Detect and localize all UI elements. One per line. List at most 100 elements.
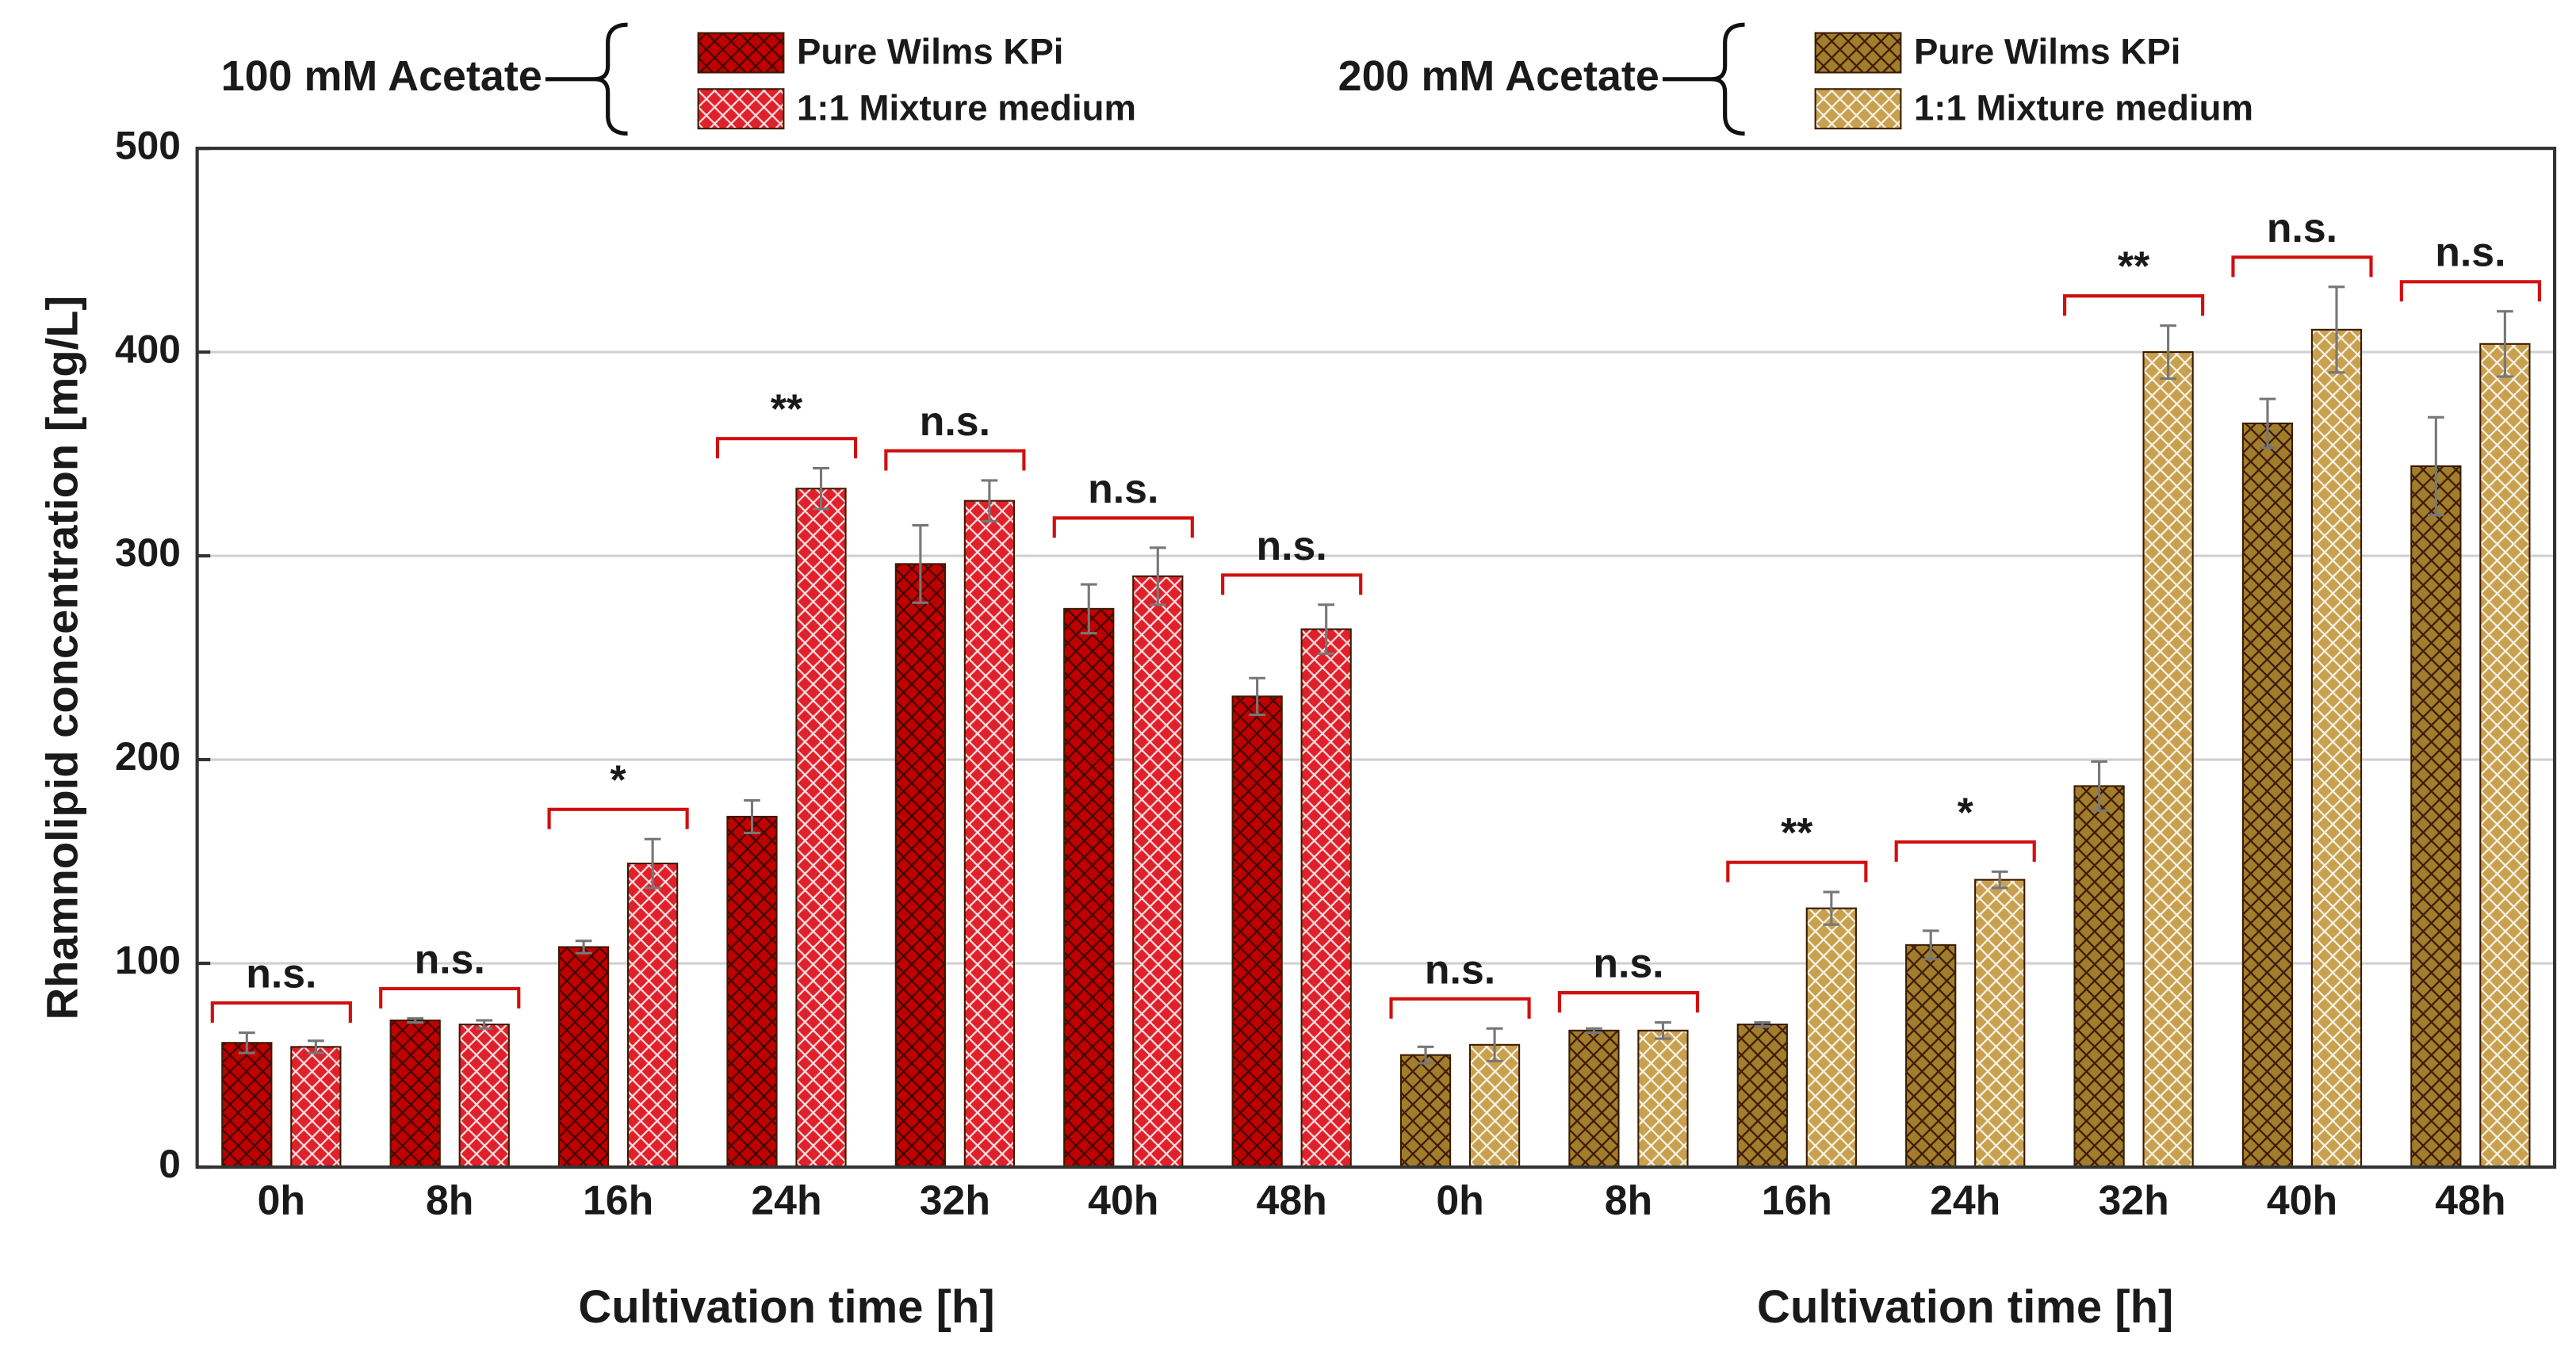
significance-bracket xyxy=(2231,255,2373,278)
legend-brace xyxy=(1662,22,1745,136)
bar xyxy=(627,863,679,1169)
x-tick-label: 40h xyxy=(1088,1177,1158,1223)
error-bar xyxy=(1149,546,1166,607)
y-tick-label: 300 xyxy=(115,530,181,575)
bar xyxy=(221,1042,273,1169)
y-axis-label: Rhamnolipid concentration [mg/L] xyxy=(37,296,87,1020)
bar xyxy=(1568,1029,1620,1169)
bar xyxy=(557,946,610,1169)
significance-bracket xyxy=(1894,840,2036,862)
error-bar xyxy=(2497,310,2513,378)
legend-group-label: 200 mM Acetate xyxy=(1338,52,1659,100)
bar xyxy=(389,1019,441,1169)
significance-bracket xyxy=(2399,280,2541,302)
error-bar xyxy=(476,1019,493,1030)
error-bar xyxy=(2091,760,2107,812)
error-bar xyxy=(813,467,829,511)
x-tick-label: 32h xyxy=(920,1177,990,1223)
significance-label: ** xyxy=(771,386,803,432)
error-bar xyxy=(1080,583,1097,635)
bar xyxy=(1132,575,1184,1169)
legend-label: 1:1 Mixture medium xyxy=(1914,87,2253,128)
legend-label: Pure Wilms KPi xyxy=(797,32,1063,72)
x-axis-label: Cultivation time [h] xyxy=(1757,1281,2173,1333)
y-tick-label: 400 xyxy=(115,327,181,371)
significance-label: * xyxy=(1958,789,1974,835)
bar xyxy=(1399,1054,1452,1169)
legend-brace xyxy=(545,22,628,136)
significance-bracket xyxy=(1389,997,1531,1019)
error-bar xyxy=(1417,1045,1434,1065)
error-bar xyxy=(2427,415,2444,517)
significance-bracket xyxy=(715,437,858,459)
error-bar xyxy=(1318,603,1335,655)
bar xyxy=(1637,1029,1689,1169)
legend-group-label: 100 mM Acetate xyxy=(221,52,542,100)
significance-label: n.s. xyxy=(2435,229,2505,275)
significance-label: * xyxy=(611,756,627,802)
bar xyxy=(894,563,946,1169)
bar xyxy=(1300,628,1352,1169)
error-bar xyxy=(912,523,929,604)
error-bar xyxy=(1586,1027,1602,1034)
bar xyxy=(1805,907,1857,1169)
x-tick-label: 8h xyxy=(426,1177,473,1223)
significance-label: ** xyxy=(2118,243,2150,289)
error-bar xyxy=(744,798,760,835)
bar xyxy=(1063,607,1115,1169)
significance-bracket xyxy=(210,1001,352,1023)
legend-swatch xyxy=(1814,32,1902,74)
y-tick-label: 200 xyxy=(115,734,181,779)
legend-label: 1:1 Mixture medium xyxy=(797,87,1136,128)
significance-bracket xyxy=(379,986,521,1009)
x-tick-label: 24h xyxy=(1930,1177,2000,1223)
bar xyxy=(2241,422,2294,1169)
error-bar xyxy=(2160,324,2176,381)
bar xyxy=(1231,695,1283,1169)
bar xyxy=(458,1024,510,1169)
bar xyxy=(1468,1043,1521,1169)
significance-bracket xyxy=(1052,516,1194,538)
significance-label: n.s. xyxy=(2267,205,2337,251)
significance-label: ** xyxy=(1781,810,1813,855)
significance-label: n.s. xyxy=(415,936,485,982)
error-bar xyxy=(644,837,661,890)
error-bar xyxy=(1922,929,1939,961)
significance-bracket xyxy=(1221,573,1363,595)
y-tick-label: 100 xyxy=(115,938,181,982)
significance-label: n.s. xyxy=(1593,940,1663,986)
x-tick-label: 16h xyxy=(1762,1177,1832,1223)
error-bar xyxy=(981,479,998,522)
bar xyxy=(1974,878,2026,1169)
significance-label: n.s. xyxy=(1088,465,1158,511)
y-tick-label: 500 xyxy=(115,123,181,167)
error-bar xyxy=(2259,397,2276,450)
x-tick-label: 48h xyxy=(2435,1177,2505,1223)
error-bar xyxy=(407,1016,424,1024)
error-bar xyxy=(307,1039,324,1055)
x-tick-label: 8h xyxy=(1605,1177,1652,1223)
y-tick-label: 0 xyxy=(159,1142,181,1186)
bar xyxy=(795,488,847,1169)
error-bar xyxy=(238,1031,255,1055)
x-tick-label: 0h xyxy=(258,1177,305,1223)
x-tick-label: 40h xyxy=(2267,1177,2337,1223)
bar xyxy=(1736,1024,1788,1169)
error-bar xyxy=(1754,1020,1771,1028)
x-axis-label: Cultivation time [h] xyxy=(578,1281,994,1333)
significance-label: n.s. xyxy=(1257,522,1327,568)
x-tick-label: 24h xyxy=(751,1177,821,1223)
x-tick-label: 48h xyxy=(1257,1177,1327,1223)
significance-bracket xyxy=(2062,294,2205,316)
legend-label: Pure Wilms KPi xyxy=(1914,32,2180,72)
x-tick-label: 16h xyxy=(583,1177,653,1223)
significance-label: n.s. xyxy=(246,950,316,996)
error-bar xyxy=(1823,890,1840,926)
bar xyxy=(2073,785,2125,1169)
bar xyxy=(2479,343,2531,1169)
bar xyxy=(290,1046,342,1169)
significance-bracket xyxy=(1726,860,1868,882)
significance-bracket xyxy=(547,807,689,829)
bar xyxy=(2310,328,2363,1169)
legend-swatch xyxy=(697,88,785,130)
